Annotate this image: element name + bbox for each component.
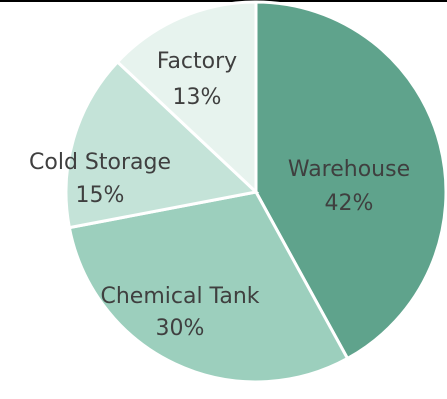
slice-value-chemical-tank: 30% bbox=[156, 316, 205, 341]
slice-label-chemical-tank: Chemical Tank bbox=[100, 284, 259, 309]
pie-slice-cold-storage bbox=[64, 59, 260, 230]
slice-value-factory: 13% bbox=[173, 85, 222, 110]
slice-label-factory: Factory bbox=[157, 49, 237, 74]
pie-slice-warehouse bbox=[254, 0, 447, 361]
pie-slice-chemical-tank bbox=[67, 190, 350, 384]
slice-label-warehouse: Warehouse bbox=[288, 157, 410, 182]
slice-label-cold-storage: Cold Storage bbox=[29, 150, 171, 175]
pie-labels: Warehouse 42% Chemical Tank 30% Cold Sto… bbox=[29, 49, 410, 341]
top-border-line bbox=[0, 0, 447, 2]
pie-slice-factory bbox=[115, 0, 258, 196]
slice-value-warehouse: 42% bbox=[325, 191, 374, 216]
slice-value-cold-storage: 15% bbox=[76, 183, 125, 208]
pie-slices bbox=[64, 0, 447, 384]
